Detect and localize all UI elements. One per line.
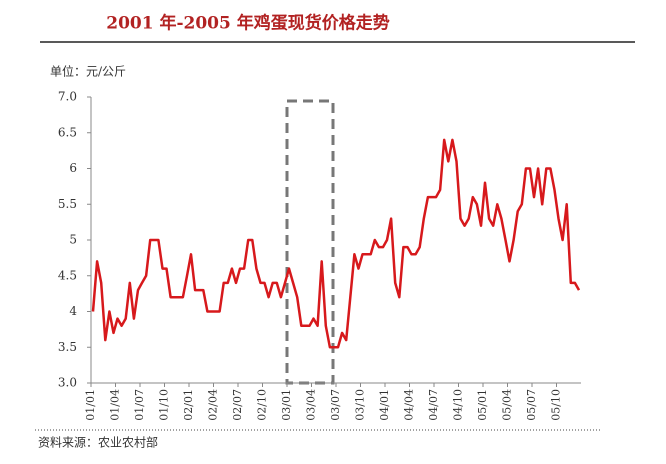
y-tick-label: 6.5	[58, 125, 77, 139]
x-tick-label: 04/10	[452, 389, 465, 421]
highlight-box	[285, 99, 335, 385]
y-tick-label: 3.0	[58, 376, 77, 390]
x-tick-label: 02/04	[207, 389, 220, 421]
x-tick-label: 05/01	[476, 389, 489, 421]
x-tick-label: 05/07	[525, 389, 538, 421]
x-tick-label: 01/07	[133, 389, 146, 421]
x-tick-label: 04/07	[427, 389, 440, 421]
y-tick-label: 4	[69, 304, 77, 318]
x-tick-label: 04/01	[378, 389, 391, 421]
x-tick-label: 03/04	[305, 389, 318, 421]
x-tick-label: 03/10	[354, 389, 367, 421]
x-tick-label: 02/01	[182, 389, 195, 421]
y-tick-label: 5	[69, 233, 77, 247]
x-tick-label: 05/10	[550, 389, 563, 421]
y-tick-label: 3.5	[58, 340, 77, 354]
x-tick-label: 01/04	[109, 389, 122, 421]
x-tick-label: 02/07	[231, 389, 244, 421]
y-tick-label: 6	[69, 161, 77, 175]
y-tick-label: 4.5	[58, 268, 77, 282]
y-tick-label: 5.5	[58, 197, 77, 211]
source: 资料来源：农业农村部	[38, 435, 158, 450]
price-line	[91, 138, 581, 349]
chart-title: 2001 年-2005 年鸡蛋现货价格走势	[106, 13, 390, 34]
x-tick-label: 02/10	[256, 389, 269, 421]
x-tick-label: 03/07	[329, 389, 342, 421]
x-tick-label: 03/01	[280, 389, 293, 421]
x-tick-label: 04/04	[403, 389, 416, 421]
y-axis-label: 单位：元/公斤	[50, 64, 126, 79]
x-tick-label: 05/04	[501, 389, 514, 421]
y-tick-label: 7.0	[58, 90, 77, 104]
x-tick-label: 01/10	[158, 389, 171, 421]
x-tick-label: 01/01	[84, 389, 97, 421]
